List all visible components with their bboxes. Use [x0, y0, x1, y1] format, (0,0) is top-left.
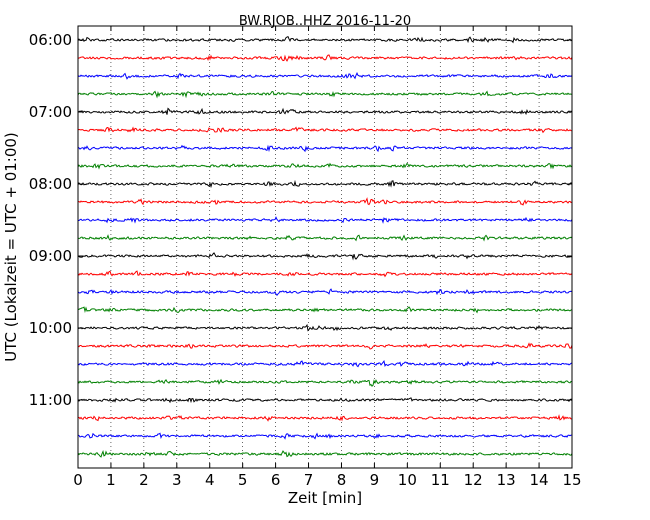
trace-row-0630 — [77, 72, 573, 80]
trace-row-1145 — [77, 449, 573, 458]
y-tick-label: 10:00 — [29, 319, 72, 337]
trace-row-0615 — [77, 54, 573, 62]
trace-row-0945 — [77, 306, 573, 314]
y-tick-label: 08:00 — [29, 175, 72, 193]
trace-row-0845 — [77, 234, 573, 242]
vertical-gridlines — [110, 26, 540, 468]
seismogram-traces — [77, 35, 573, 458]
trace-row-0645 — [77, 90, 573, 99]
y-tick-label: 06:00 — [29, 31, 72, 49]
x-tick-label: 5 — [238, 471, 248, 489]
x-tick-label: 14 — [530, 471, 549, 489]
trace-row-1015 — [77, 342, 573, 350]
trace-row-0745 — [77, 162, 573, 170]
x-tick-label: 4 — [205, 471, 215, 489]
trace-row-1030 — [77, 359, 573, 368]
x-tick-label: 7 — [304, 471, 314, 489]
trace-row-0700 — [77, 107, 573, 116]
x-axis-label: Zeit [min] — [288, 489, 362, 507]
y-tick-label: 07:00 — [29, 103, 72, 121]
trace-row-0730 — [77, 144, 573, 153]
x-tick-label: 8 — [337, 471, 347, 489]
x-tick-label: 2 — [139, 471, 149, 489]
y-tick-label: 11:00 — [29, 391, 72, 409]
plot-area-frame — [77, 25, 573, 469]
x-tick-label: 11 — [431, 471, 450, 489]
chart-title: BW.RJOB..HHZ 2016-11-20 — [239, 14, 411, 29]
trace-row-0800 — [77, 179, 573, 189]
y-axis-label: UTC (Lokalzeit = UTC + 01:00) — [2, 132, 20, 362]
trace-row-0900 — [77, 252, 573, 261]
x-tick-label: 9 — [370, 471, 380, 489]
trace-row-1115 — [77, 414, 573, 422]
x-tick-label: 0 — [73, 471, 83, 489]
x-axis-ticks: 0 1 2 3 4 5 6 7 8 9 10 11 12 13 14 15 — [73, 26, 582, 489]
trace-row-0830 — [77, 216, 573, 224]
trace-row-1130 — [77, 432, 573, 440]
x-tick-label: 1 — [106, 471, 116, 489]
y-tick-label: 09:00 — [29, 247, 72, 265]
trace-row-0600 — [77, 35, 573, 44]
x-tick-label: 13 — [497, 471, 516, 489]
x-tick-label: 12 — [464, 471, 483, 489]
trace-row-0815 — [77, 197, 573, 206]
trace-row-0915 — [77, 270, 573, 278]
trace-row-1045 — [77, 378, 573, 387]
x-tick-label: 10 — [398, 471, 417, 489]
y-axis-ticks: 06:00 07:00 08:00 09:00 10:00 11:00 — [29, 31, 572, 409]
trace-row-0930 — [77, 288, 573, 297]
trace-row-1000 — [77, 323, 573, 332]
trace-row-0715 — [77, 126, 573, 134]
x-tick-label: 15 — [562, 471, 581, 489]
x-tick-label: 3 — [172, 471, 182, 489]
trace-row-1100 — [77, 397, 573, 404]
x-tick-label: 6 — [271, 471, 281, 489]
